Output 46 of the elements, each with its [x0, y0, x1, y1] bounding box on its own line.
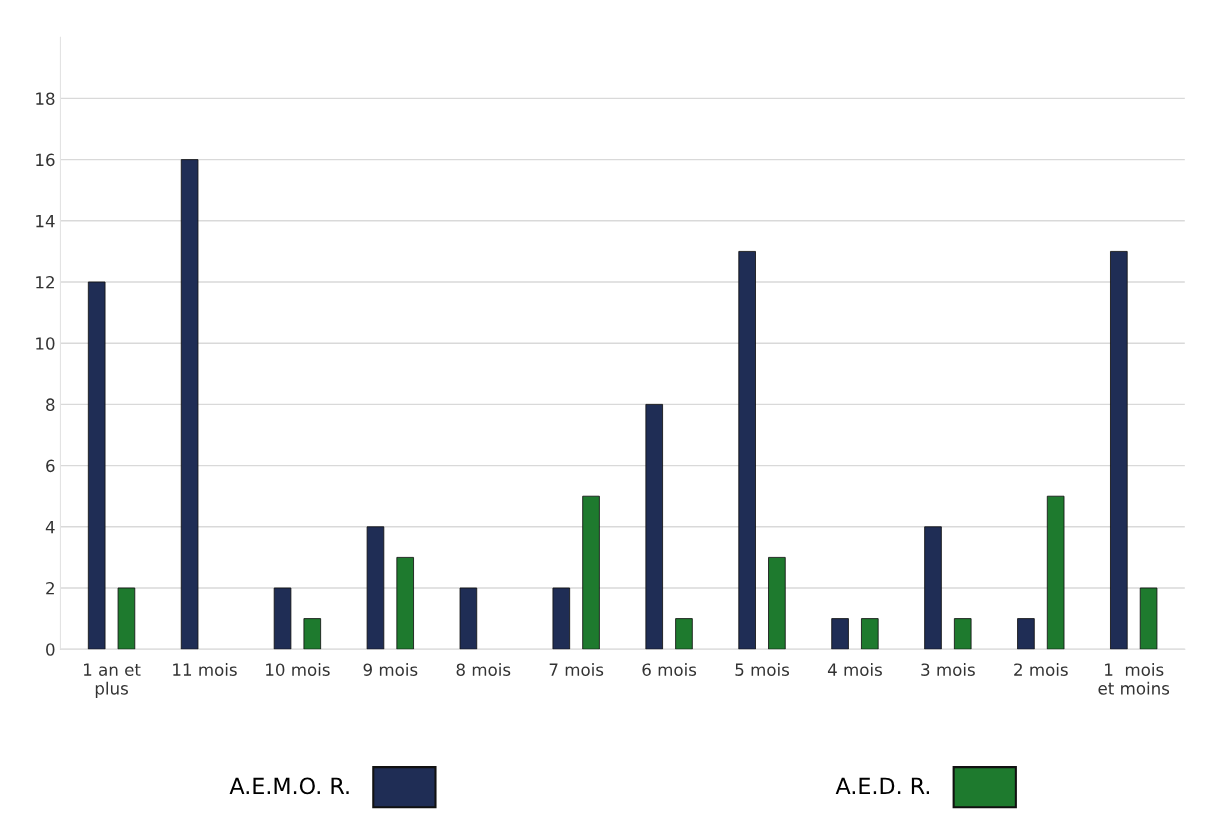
- y-tick-label: 0: [46, 643, 55, 656]
- y-tick-label: 12: [36, 275, 54, 289]
- y-tick-label: 16: [36, 153, 55, 167]
- bar: [1046, 495, 1065, 650]
- x-tick-label: 6 mois: [642, 663, 697, 676]
- bar: [582, 495, 600, 650]
- x-tick-label: 2 mois: [1014, 663, 1068, 676]
- bar: [953, 618, 972, 650]
- bar: [180, 159, 199, 650]
- y-tick-label: 8: [46, 398, 55, 411]
- legend-label: A.E.M.O. R.: [229, 777, 349, 795]
- y-tick-label: 2: [46, 581, 54, 595]
- y-tick-label: 14: [36, 214, 55, 228]
- bar: [831, 618, 849, 650]
- bar: [861, 618, 879, 650]
- bar: [1110, 250, 1128, 650]
- bar: [396, 556, 414, 650]
- bar: [924, 526, 942, 650]
- x-tick-label: 11 mois: [173, 663, 237, 676]
- y-tick-label: 4: [45, 520, 55, 534]
- y-tick-label: 6: [46, 459, 55, 473]
- x-tick-label: 1 an et plus: [84, 663, 141, 698]
- bar: [738, 250, 756, 650]
- bar: [1139, 587, 1158, 650]
- legend-label: A.E.D. R.: [835, 777, 930, 794]
- x-tick-label: 3 mois: [921, 663, 975, 676]
- bar: [768, 556, 786, 650]
- x-tick-label: 7 mois: [549, 663, 604, 676]
- x-tick-label: 4 mois: [827, 663, 882, 676]
- x-tick-label: 1 mois et moins: [1098, 663, 1170, 695]
- bar: [675, 618, 693, 650]
- bar: [645, 403, 664, 650]
- bar: [273, 587, 292, 650]
- x-tick-label: 5 mois: [735, 663, 790, 676]
- y-tick-label: 18: [36, 92, 55, 105]
- y-tick-label: 10: [36, 337, 55, 350]
- bar: [117, 587, 136, 650]
- bar: [366, 526, 385, 650]
- x-tick-label: 8 mois: [456, 663, 511, 676]
- bar: [303, 618, 322, 650]
- bar: [552, 587, 571, 650]
- bar: [1017, 618, 1035, 650]
- x-tick-label: 9 mois: [363, 663, 418, 676]
- bar: [459, 587, 478, 650]
- x-tick-label: 10 mois: [266, 663, 330, 676]
- bar: [87, 281, 106, 650]
